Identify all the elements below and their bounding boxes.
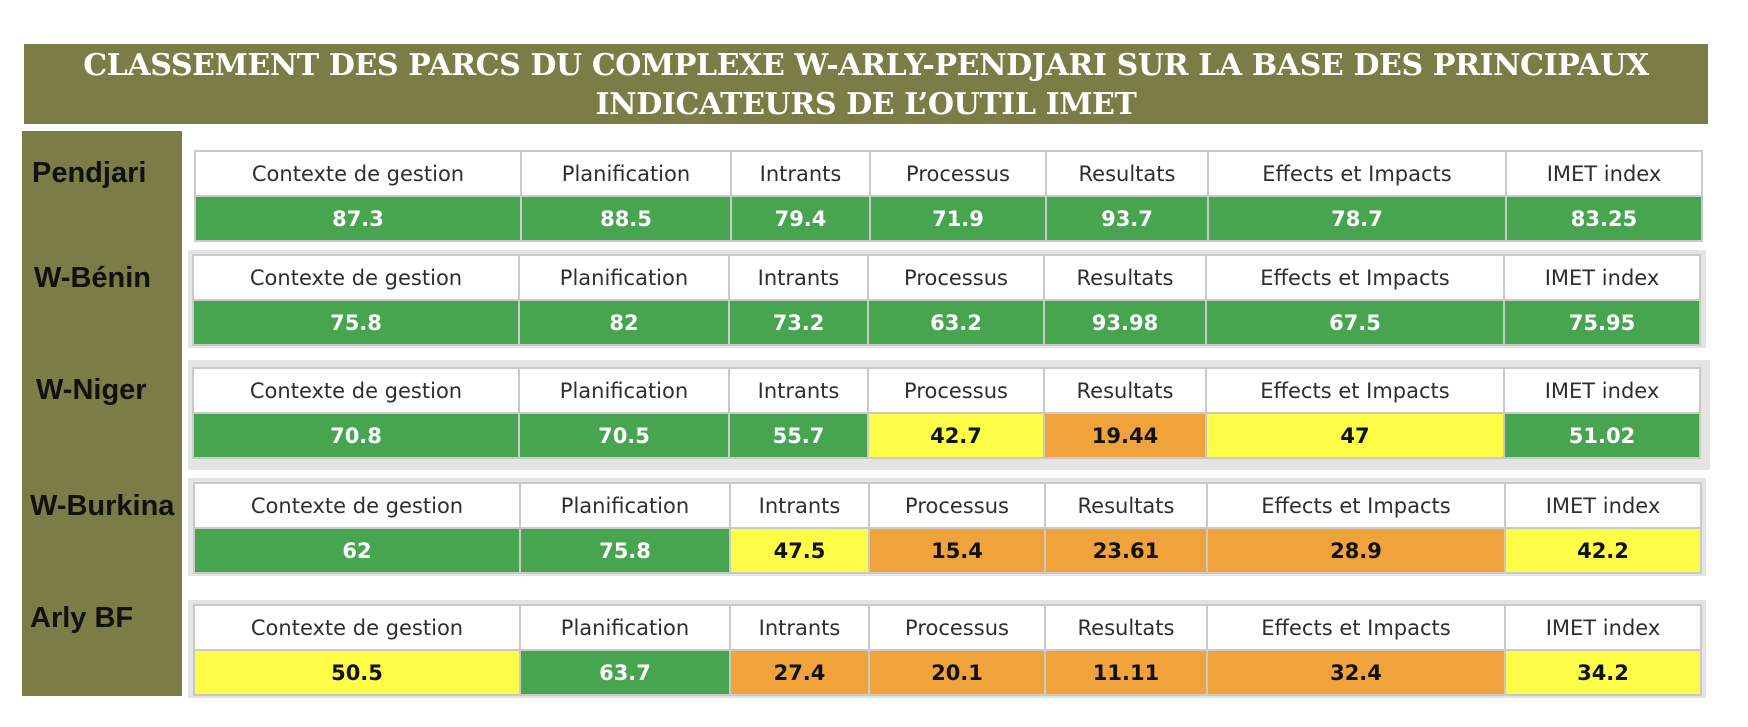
value-cell: 70.5 bbox=[520, 414, 728, 457]
column-header: Processus bbox=[869, 256, 1043, 299]
column-header: Resultats bbox=[1045, 369, 1205, 412]
value-cell: 27.4 bbox=[731, 651, 868, 694]
title-line-2: INDICATEURS DE L’OUTIL IMET bbox=[595, 87, 1137, 122]
column-header: Intrants bbox=[731, 484, 868, 527]
value-cell: 51.02 bbox=[1505, 414, 1699, 457]
column-header: Planification bbox=[520, 256, 728, 299]
column-header: Contexte de gestion bbox=[196, 152, 520, 195]
value-cell: 11.11 bbox=[1046, 651, 1206, 694]
value-cell: 47 bbox=[1207, 414, 1503, 457]
column-header: Effects et Impacts bbox=[1209, 152, 1505, 195]
column-header: Intrants bbox=[730, 369, 867, 412]
value-cell: 34.2 bbox=[1506, 651, 1700, 694]
column-header: Processus bbox=[871, 152, 1045, 195]
column-header: Contexte de gestion bbox=[194, 369, 518, 412]
value-cell: 55.7 bbox=[730, 414, 867, 457]
park-label: Arly BF bbox=[30, 602, 134, 634]
column-header: Effects et Impacts bbox=[1207, 256, 1503, 299]
park-label: Pendjari bbox=[32, 157, 147, 189]
column-header: IMET index bbox=[1506, 484, 1700, 527]
value-cell: 42.2 bbox=[1506, 529, 1700, 572]
column-header: Intrants bbox=[730, 256, 867, 299]
value-cell: 23.61 bbox=[1046, 529, 1206, 572]
column-header: Contexte de gestion bbox=[195, 484, 519, 527]
value-cell: 20.1 bbox=[870, 651, 1044, 694]
column-header: Effects et Impacts bbox=[1207, 369, 1503, 412]
indicator-table: Contexte de gestion Planification Intrants… bbox=[194, 150, 1703, 242]
park-label: W-Bénin bbox=[34, 262, 152, 294]
column-header: Processus bbox=[869, 369, 1043, 412]
column-header: Planification bbox=[521, 606, 729, 649]
value-cell: 93.7 bbox=[1047, 197, 1207, 240]
value-cell: 19.44 bbox=[1045, 414, 1205, 457]
value-cell: 42.7 bbox=[869, 414, 1043, 457]
park-label: W-Niger bbox=[36, 374, 147, 406]
value-cell: 82 bbox=[520, 301, 728, 344]
value-cell: 67.5 bbox=[1207, 301, 1503, 344]
column-header: Resultats bbox=[1046, 484, 1206, 527]
value-cell: 70.8 bbox=[194, 414, 518, 457]
value-cell: 63.2 bbox=[869, 301, 1043, 344]
value-cell: 71.9 bbox=[871, 197, 1045, 240]
column-header: Planification bbox=[521, 484, 729, 527]
indicator-table: Contexte de gestion Planification Intrants… bbox=[192, 367, 1701, 459]
value-cell: 88.5 bbox=[522, 197, 730, 240]
column-header: Contexte de gestion bbox=[195, 606, 519, 649]
value-cell: 75.8 bbox=[194, 301, 518, 344]
value-cell: 62 bbox=[195, 529, 519, 572]
value-cell: 47.5 bbox=[731, 529, 868, 572]
indicator-table: Contexte de gestion Planification Intrants… bbox=[193, 604, 1702, 696]
column-header: Intrants bbox=[731, 606, 868, 649]
title-banner: CLASSEMENT DES PARCS DU COMPLEXE W-ARLY-… bbox=[24, 44, 1708, 124]
value-cell: 73.2 bbox=[730, 301, 867, 344]
column-header: Resultats bbox=[1045, 256, 1205, 299]
column-header: IMET index bbox=[1506, 606, 1700, 649]
column-header: Planification bbox=[522, 152, 730, 195]
column-header: IMET index bbox=[1505, 369, 1699, 412]
value-cell: 75.8 bbox=[521, 529, 729, 572]
value-cell: 50.5 bbox=[195, 651, 519, 694]
column-header: Effects et Impacts bbox=[1208, 606, 1504, 649]
column-header: Contexte de gestion bbox=[194, 256, 518, 299]
value-cell: 83.25 bbox=[1507, 197, 1701, 240]
value-cell: 63.7 bbox=[521, 651, 729, 694]
column-header: Planification bbox=[520, 369, 728, 412]
value-cell: 93.98 bbox=[1045, 301, 1205, 344]
value-cell: 28.9 bbox=[1208, 529, 1504, 572]
value-cell: 79.4 bbox=[732, 197, 869, 240]
indicator-table: Contexte de gestion Planification Intrants… bbox=[193, 482, 1702, 574]
column-header: Effects et Impacts bbox=[1208, 484, 1504, 527]
column-header: Resultats bbox=[1046, 606, 1206, 649]
value-cell: 78.7 bbox=[1209, 197, 1505, 240]
value-cell: 15.4 bbox=[870, 529, 1044, 572]
column-header: IMET index bbox=[1507, 152, 1701, 195]
indicator-table: Contexte de gestion Planification Intrants… bbox=[192, 254, 1701, 346]
value-cell: 75.95 bbox=[1505, 301, 1699, 344]
park-sidebar bbox=[22, 131, 182, 696]
column-header: Resultats bbox=[1047, 152, 1207, 195]
column-header: Processus bbox=[870, 606, 1044, 649]
park-label: W-Burkina bbox=[30, 490, 175, 522]
value-cell: 87.3 bbox=[196, 197, 520, 240]
column-header: Intrants bbox=[732, 152, 869, 195]
value-cell: 32.4 bbox=[1208, 651, 1504, 694]
column-header: Processus bbox=[870, 484, 1044, 527]
title-line-1: CLASSEMENT DES PARCS DU COMPLEXE W-ARLY-… bbox=[83, 48, 1649, 83]
column-header: IMET index bbox=[1505, 256, 1699, 299]
